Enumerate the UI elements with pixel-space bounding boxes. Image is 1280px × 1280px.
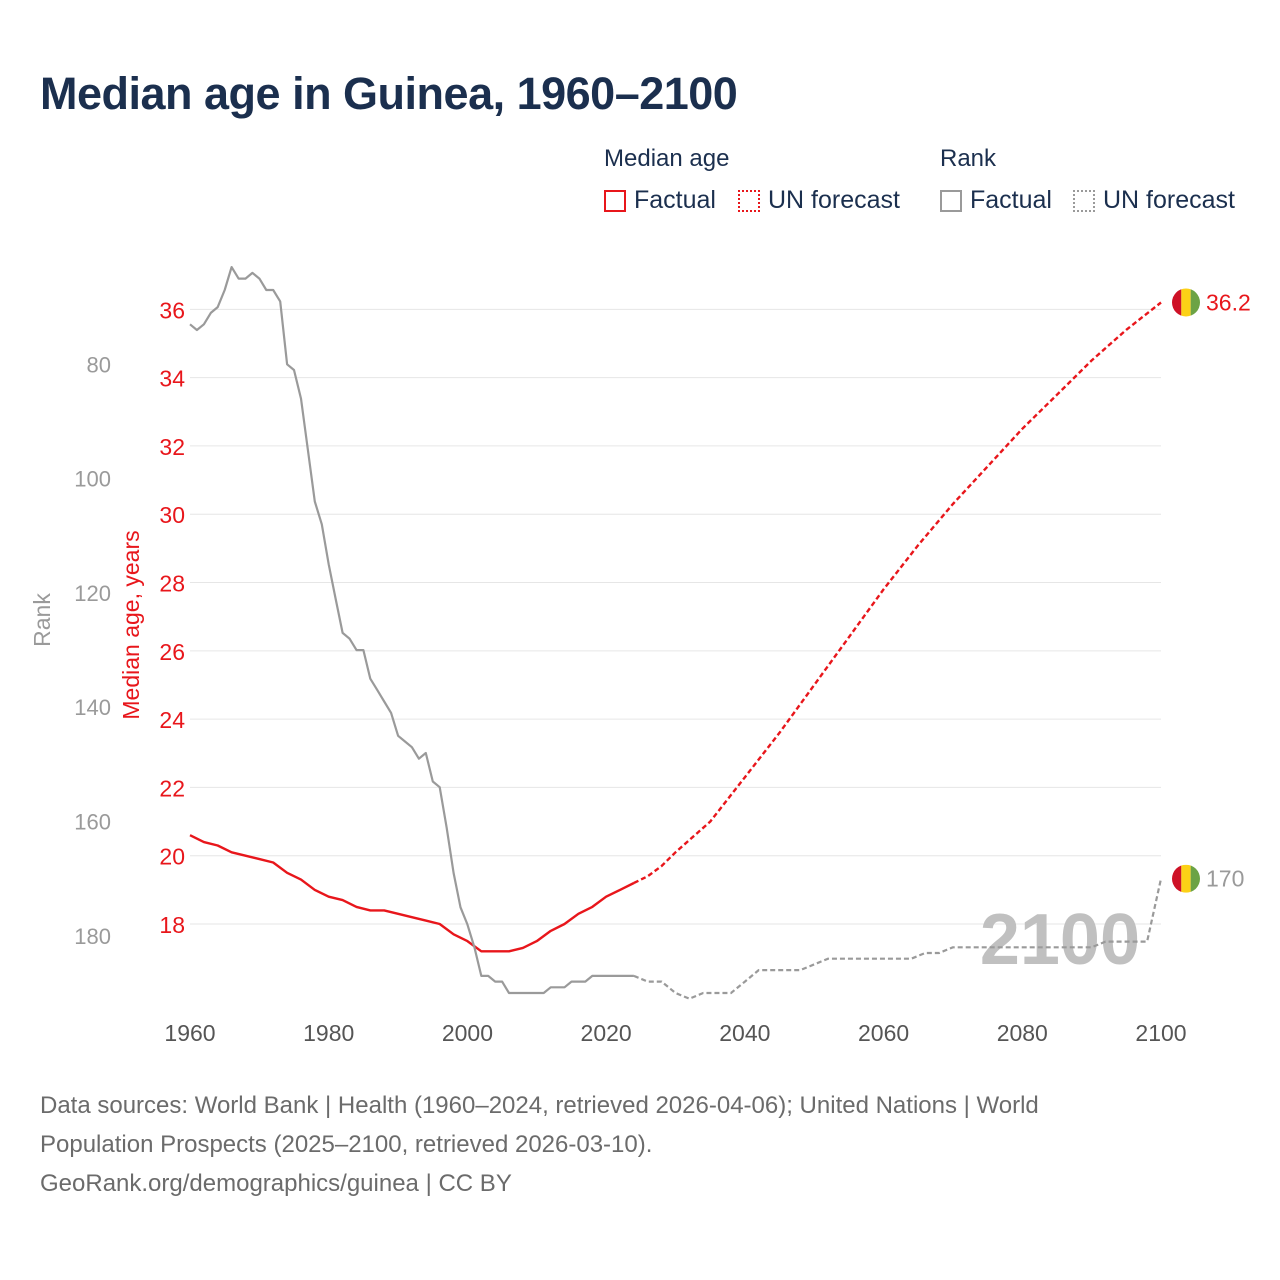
legend-title-median: Median age	[604, 145, 730, 172]
y-tick-label-24: 24	[159, 707, 185, 733]
legend-rank-forecast[interactable]: UN forecast	[1073, 186, 1235, 215]
y-tick-label-26: 26	[159, 639, 185, 665]
x-tick-label-2000: 2000	[442, 1020, 493, 1046]
legend-label-rank-forecast: UN forecast	[1103, 186, 1235, 214]
y-tick-label-30: 30	[159, 502, 185, 528]
series-line-0	[189, 834, 635, 953]
y-tick-label-22: 22	[159, 775, 185, 801]
y-tick-label-20: 20	[159, 844, 185, 870]
y-tick-label-18: 18	[159, 912, 185, 938]
y2-tick-label-100: 100	[74, 467, 111, 492]
y2-tick-label-120: 120	[74, 581, 111, 606]
x-tick-label-2100: 2100	[1135, 1020, 1186, 1046]
legend-swatch-median-forecast	[738, 189, 760, 212]
rank-end-flag-icon	[1172, 864, 1200, 893]
x-tick-label-1960: 1960	[164, 1020, 215, 1046]
legend-label-median-forecast: UN forecast	[768, 186, 900, 214]
y2-tick-label-140: 140	[74, 695, 111, 720]
median-end-flag-icon-red	[1172, 288, 1182, 317]
y2-tick-label-80: 80	[87, 352, 111, 377]
y2-tick-label-180: 180	[74, 924, 111, 949]
y-tick-label-36: 36	[159, 297, 185, 323]
legend-title-rank: Rank	[940, 145, 997, 172]
median-end-label: 36.2	[1206, 289, 1251, 315]
y-axis-title: Median age, years	[118, 530, 144, 719]
x-tick-label-2080: 2080	[997, 1020, 1048, 1046]
y-tick-label-34: 34	[159, 366, 185, 392]
current-year-watermark: 2100	[980, 900, 1140, 980]
legend-label-median-factual: Factual	[634, 186, 716, 214]
median-end-flag-icon-yellow	[1181, 288, 1191, 317]
y-tick-label-32: 32	[159, 434, 185, 460]
legend-swatch-median-factual	[604, 189, 626, 212]
x-tick-label-2040: 2040	[719, 1020, 770, 1046]
series-line-1	[633, 301, 1162, 885]
series-line-2	[189, 266, 634, 995]
rank-end-flag-icon-yellow	[1181, 864, 1191, 893]
page-title: Median age in Guinea, 1960–2100	[40, 68, 738, 119]
y-tick-label-28: 28	[159, 571, 185, 597]
rank-end-label: 170	[1206, 866, 1244, 892]
series-line-3	[633, 878, 1163, 1000]
legend-median-forecast[interactable]: UN forecast	[738, 186, 900, 215]
x-tick-label-2020: 2020	[581, 1020, 632, 1046]
footer-sources-line1: Data sources: World Bank | Health (1960–…	[40, 1092, 1039, 1119]
legend-rank-factual[interactable]: Factual	[940, 186, 1052, 215]
legend-median-factual[interactable]: Factual	[604, 186, 716, 215]
rank-end-flag-icon-red	[1172, 864, 1182, 893]
median-age-chart: 18 20 22 24 26 28 30 32 34 36 80 100 120 140 160 180 196…	[29, 266, 1251, 1046]
median-end-flag-icon	[1172, 288, 1200, 317]
x-tick-label-2060: 2060	[858, 1020, 909, 1046]
legend-label-rank-factual: Factual	[970, 186, 1052, 214]
footer-credit: GeoRank.org/demographics/guinea | CC BY	[40, 1170, 512, 1197]
y2-tick-label-160: 160	[74, 810, 111, 835]
x-tick-label-1980: 1980	[303, 1020, 354, 1046]
legend-swatch-rank-factual	[940, 189, 962, 212]
median-end-flag-icon-green	[1190, 288, 1200, 317]
footer-sources-line2: Population Prospects (2025–2100, retriev…	[40, 1131, 653, 1158]
y2-axis-title: Rank	[29, 593, 55, 647]
legend-swatch-rank-forecast	[1073, 189, 1095, 212]
rank-end-flag-icon-green	[1190, 864, 1200, 893]
footer: Data sources: World Bank | Health (1960–…	[40, 1086, 1220, 1203]
